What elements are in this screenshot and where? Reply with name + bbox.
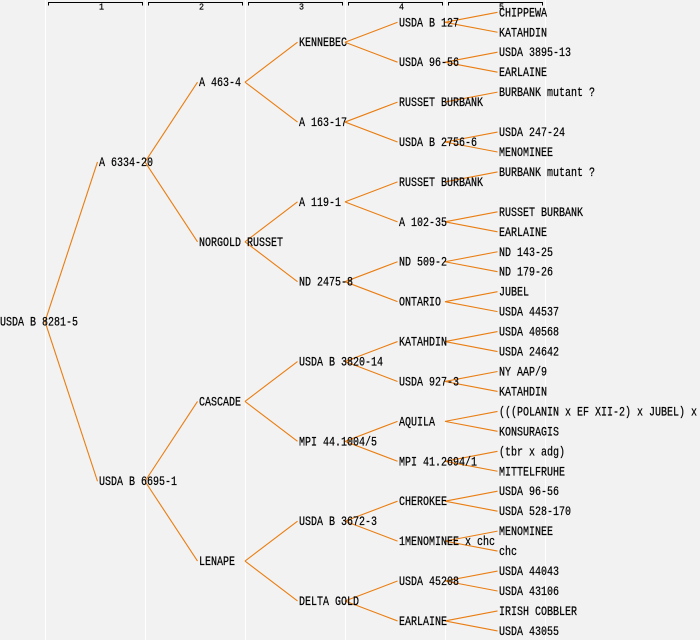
svg-text:USDA B 3672-3: USDA B 3672-3 — [299, 515, 377, 529]
svg-text:1MENOMINEE x chc: 1MENOMINEE x chc — [399, 535, 495, 549]
svg-text:KENNEBEC: KENNEBEC — [299, 36, 347, 50]
svg-text:ND 2475-8: ND 2475-8 — [299, 276, 353, 290]
svg-text:USDA B 2756-6: USDA B 2756-6 — [399, 136, 477, 150]
svg-text:A 6334-20: A 6334-20 — [99, 156, 153, 170]
svg-text:DELTA GOLD: DELTA GOLD — [299, 595, 359, 609]
svg-text:chc: chc — [499, 545, 517, 559]
svg-text:USDA 44043: USDA 44043 — [499, 565, 559, 579]
svg-text:CHIPPEWA: CHIPPEWA — [499, 6, 547, 20]
svg-text:USDA 247-24: USDA 247-24 — [499, 126, 565, 140]
svg-text:RUSSET BURBANK: RUSSET BURBANK — [399, 176, 483, 190]
svg-text:A 102-35: A 102-35 — [399, 216, 447, 230]
svg-text:KATAHDIN: KATAHDIN — [499, 26, 547, 40]
svg-text:USDA B 6695-1: USDA B 6695-1 — [99, 475, 177, 489]
svg-text:A 163-17: A 163-17 — [299, 116, 347, 130]
svg-text:USDA 44537: USDA 44537 — [499, 306, 559, 320]
svg-text:USDA 45208: USDA 45208 — [399, 575, 459, 589]
svg-text:MITTELFRUHE: MITTELFRUHE — [499, 465, 565, 479]
svg-text:BURBANK mutant ?: BURBANK mutant ? — [499, 166, 595, 180]
svg-text:USDA 96-56: USDA 96-56 — [399, 56, 459, 70]
svg-text:JUBEL: JUBEL — [499, 286, 529, 300]
svg-text:RUSSET BURBANK: RUSSET BURBANK — [499, 206, 583, 220]
svg-text:EARLAINE: EARLAINE — [399, 615, 447, 629]
svg-text:ND 143-25: ND 143-25 — [499, 246, 553, 260]
svg-text:2: 2 — [199, 3, 204, 13]
svg-text:5: 5 — [499, 3, 504, 13]
svg-text:NY AAP/9: NY AAP/9 — [499, 365, 547, 379]
svg-text:MPI 44.1004/5: MPI 44.1004/5 — [299, 435, 377, 449]
svg-text:KATAHDIN: KATAHDIN — [499, 385, 547, 399]
svg-text:USDA 927-3: USDA 927-3 — [399, 375, 459, 389]
svg-text:ONTARIO: ONTARIO — [399, 296, 441, 310]
svg-text:4: 4 — [399, 3, 404, 13]
svg-text:IRISH COBBLER: IRISH COBBLER — [499, 605, 577, 619]
svg-text:KONSURAGIS: KONSURAGIS — [499, 425, 559, 439]
svg-text:1: 1 — [99, 3, 104, 13]
svg-text:USDA 43106: USDA 43106 — [499, 585, 559, 599]
svg-text:USDA B 3820-14: USDA B 3820-14 — [299, 356, 383, 370]
svg-text:RUSSET BURBANK: RUSSET BURBANK — [399, 96, 483, 110]
svg-text:ND 509-2: ND 509-2 — [399, 256, 447, 270]
svg-text:NORGOLD RUSSET: NORGOLD RUSSET — [199, 236, 283, 250]
svg-text:3: 3 — [299, 3, 304, 13]
svg-text:LENAPE: LENAPE — [199, 555, 235, 569]
svg-text:A 119-1: A 119-1 — [299, 196, 341, 210]
svg-text:USDA B 8281-5: USDA B 8281-5 — [0, 316, 78, 330]
svg-text:USDA B 127: USDA B 127 — [399, 16, 459, 30]
svg-text:(tbr x adg): (tbr x adg) — [499, 445, 565, 459]
svg-text:USDA 3895-13: USDA 3895-13 — [499, 46, 571, 60]
svg-text:ND 179-26: ND 179-26 — [499, 266, 553, 280]
svg-text:KATAHDIN: KATAHDIN — [399, 336, 447, 350]
svg-text:MPI 41.2694/1: MPI 41.2694/1 — [399, 455, 477, 469]
svg-text:USDA 96-56: USDA 96-56 — [499, 485, 559, 499]
svg-text:USDA 528-170: USDA 528-170 — [499, 505, 571, 519]
svg-text:AQUILA: AQUILA — [399, 415, 435, 429]
svg-text:USDA 43055: USDA 43055 — [499, 625, 559, 639]
svg-text:USDA 40568: USDA 40568 — [499, 326, 559, 340]
svg-text:A 463-4: A 463-4 — [199, 76, 241, 90]
svg-text:EARLAINE: EARLAINE — [499, 66, 547, 80]
svg-text:(((POLANIN x EF XII-2) x JUBEL: (((POLANIN x EF XII-2) x JUBEL) x — [499, 405, 697, 419]
svg-text:USDA 24642: USDA 24642 — [499, 346, 559, 360]
svg-text:EARLAINE: EARLAINE — [499, 226, 547, 240]
svg-text:MENOMINEE: MENOMINEE — [499, 146, 553, 160]
svg-text:BURBANK mutant ?: BURBANK mutant ? — [499, 86, 595, 100]
svg-text:CASCADE: CASCADE — [199, 395, 241, 409]
svg-text:MENOMINEE: MENOMINEE — [499, 525, 553, 539]
svg-text:CHEROKEE: CHEROKEE — [399, 495, 447, 509]
